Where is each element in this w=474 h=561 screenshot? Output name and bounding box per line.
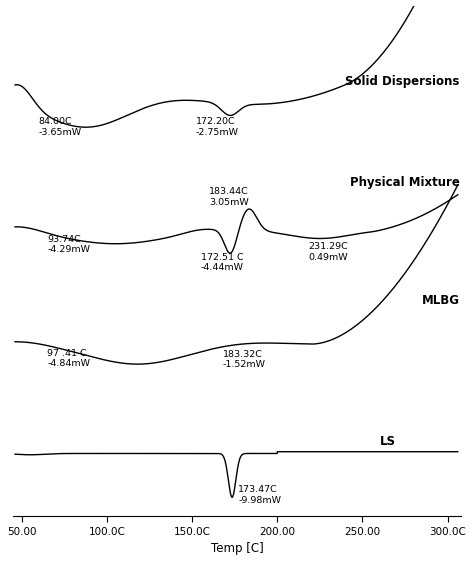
Text: 183.44C
3.05mW: 183.44C 3.05mW — [209, 187, 249, 207]
Text: 97 .41 C
-4.84mW: 97 .41 C -4.84mW — [47, 348, 91, 368]
Text: 172.20C
-2.75mW: 172.20C -2.75mW — [196, 117, 238, 136]
Text: Physical Mixture: Physical Mixture — [350, 176, 459, 189]
Text: 183.32C
-1.52mW: 183.32C -1.52mW — [223, 350, 266, 369]
Text: Solid Dispersions: Solid Dispersions — [345, 75, 459, 88]
Text: 84.00C
-3.65mW: 84.00C -3.65mW — [39, 117, 82, 136]
Text: LS: LS — [380, 435, 395, 448]
Text: MLBG: MLBG — [421, 294, 459, 307]
Text: 231.29C
0.49mW: 231.29C 0.49mW — [308, 242, 347, 261]
Text: 172.51 C
-4.44mW: 172.51 C -4.44mW — [201, 252, 244, 272]
Text: 173.47C
-9.98mW: 173.47C -9.98mW — [238, 485, 281, 504]
X-axis label: Temp [C]: Temp [C] — [211, 542, 264, 555]
Text: 93.74C
-4.29mW: 93.74C -4.29mW — [47, 235, 91, 254]
